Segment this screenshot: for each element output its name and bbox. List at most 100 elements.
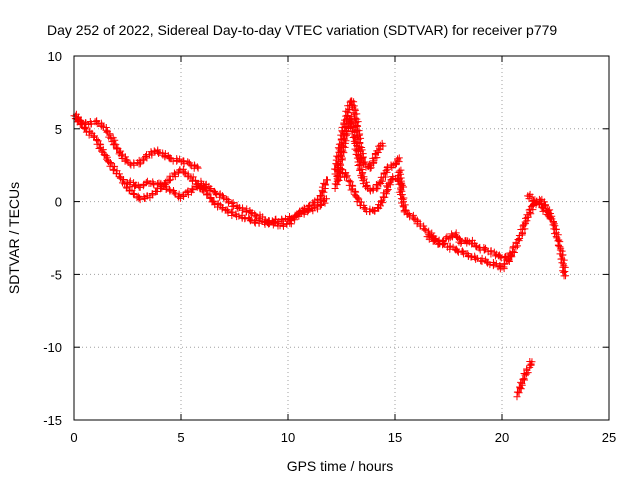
data-point	[523, 366, 531, 374]
data-point	[204, 190, 212, 198]
data-point	[165, 177, 173, 185]
data-point	[139, 182, 147, 190]
data-point	[229, 202, 237, 210]
x-tick-label: 15	[388, 430, 402, 445]
data-point	[512, 240, 520, 248]
y-tick-label: 5	[55, 122, 62, 137]
data-point	[352, 134, 360, 142]
data-point	[500, 260, 508, 268]
data-point	[371, 150, 379, 158]
data-point	[331, 180, 339, 188]
x-tick-label: 10	[281, 430, 295, 445]
plot-area-border	[73, 55, 610, 421]
y-tick-label: 10	[48, 49, 62, 64]
data-point	[321, 180, 329, 188]
data-point	[513, 388, 521, 396]
data-point	[152, 188, 160, 196]
data-point	[382, 167, 390, 175]
data-point	[507, 251, 515, 259]
data-point	[528, 358, 536, 366]
data-point	[420, 224, 428, 232]
data-point	[378, 139, 386, 147]
data-point	[193, 183, 201, 191]
data-point	[77, 120, 85, 128]
data-point	[218, 192, 226, 200]
data-point	[113, 145, 121, 153]
data-point	[320, 188, 328, 196]
data-point	[300, 209, 308, 217]
data-point	[439, 238, 447, 246]
data-point	[559, 251, 567, 259]
data-point	[497, 254, 505, 262]
data-point	[110, 165, 118, 173]
data-point	[81, 124, 89, 132]
data-point	[547, 215, 555, 223]
data-point	[389, 173, 397, 181]
data-point	[343, 131, 351, 139]
data-point	[527, 361, 535, 369]
y-tick-label: -10	[43, 340, 62, 355]
data-point	[529, 202, 537, 210]
data-point	[223, 206, 231, 214]
data-point	[193, 163, 201, 171]
data-point	[128, 186, 136, 194]
data-point	[268, 217, 276, 225]
x-tick-label: 20	[495, 430, 509, 445]
data-point	[150, 181, 158, 189]
y-axis-title: SDTVAR / TECUs	[6, 182, 22, 294]
data-point	[338, 148, 346, 156]
data-point	[354, 151, 362, 159]
data-point	[130, 182, 138, 190]
data-point	[161, 153, 169, 161]
data-point	[538, 204, 546, 212]
data-point	[518, 380, 526, 388]
series-track-g	[331, 166, 408, 216]
data-point	[478, 257, 486, 265]
x-axis-title: GPS time / hours	[287, 458, 394, 474]
data-point	[117, 152, 125, 160]
data-point	[373, 154, 381, 162]
data-point	[405, 210, 413, 218]
data-point	[560, 262, 568, 270]
data-point	[161, 178, 169, 186]
data-point	[111, 162, 119, 170]
data-point	[540, 198, 548, 206]
data-point	[343, 123, 351, 131]
data-point	[287, 215, 295, 223]
data-point	[464, 250, 472, 258]
data-point	[510, 248, 518, 256]
data-point	[430, 236, 438, 244]
data-point	[382, 173, 390, 181]
chart-title: Day 252 of 2022, Sidereal Day-to-day VTE…	[47, 22, 557, 38]
data-point	[360, 158, 368, 166]
data-point	[397, 170, 405, 178]
data-point	[200, 188, 208, 196]
data-point	[369, 186, 377, 194]
data-point	[130, 191, 138, 199]
data-point	[106, 130, 114, 138]
data-point	[549, 221, 557, 229]
data-point	[197, 177, 205, 185]
data-point	[87, 120, 95, 128]
data-point	[320, 179, 328, 187]
data-point	[337, 166, 345, 174]
data-point	[399, 202, 407, 210]
data-point	[96, 140, 104, 148]
data-point	[359, 177, 367, 185]
series-track-k	[524, 190, 556, 223]
data-point	[176, 155, 184, 163]
data-point	[395, 154, 403, 162]
data-point	[527, 210, 535, 218]
data-point	[207, 194, 215, 202]
data-point	[521, 376, 529, 384]
data-point	[179, 157, 187, 165]
data-point	[472, 255, 480, 263]
series-track-a	[70, 110, 202, 172]
series-track-j	[498, 195, 570, 280]
data-point	[350, 124, 358, 132]
data-point	[189, 186, 197, 194]
data-point	[370, 158, 378, 166]
data-point	[560, 272, 568, 280]
data-point	[335, 176, 343, 184]
